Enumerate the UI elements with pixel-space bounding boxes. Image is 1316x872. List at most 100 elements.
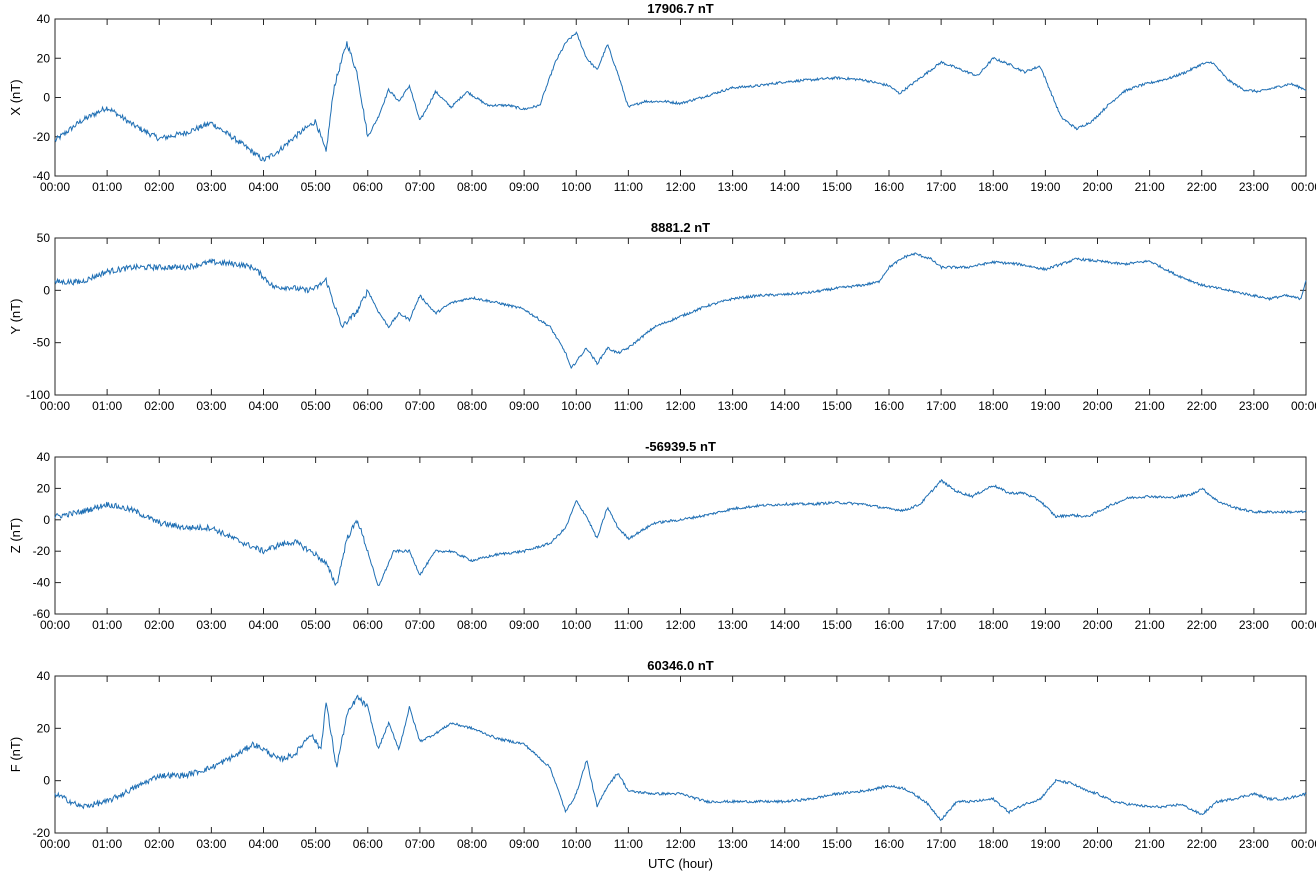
y-axis-label: Z (nT) — [8, 518, 23, 553]
x-tick-label: 19:00 — [1030, 399, 1060, 413]
panel-title: 60346.0 nT — [647, 658, 714, 673]
x-tick-label: 23:00 — [1239, 837, 1269, 851]
y-tick-label: 0 — [43, 283, 50, 297]
x-tick-label: 06:00 — [353, 180, 383, 194]
x-tick-label: 09:00 — [509, 837, 539, 851]
x-tick-label: 07:00 — [405, 399, 435, 413]
y-tick-label: -100 — [26, 388, 50, 402]
x-tick-label: 16:00 — [874, 837, 904, 851]
x-tick-label: 22:00 — [1187, 618, 1217, 632]
x-tick-label: 00:00 — [40, 837, 70, 851]
x-tick-label: 09:00 — [509, 180, 539, 194]
y-tick-label: -20 — [33, 130, 51, 144]
x-tick-label: 10:00 — [561, 399, 591, 413]
y-tick-label: 0 — [43, 513, 50, 527]
x-tick-label: 02:00 — [144, 180, 174, 194]
x-tick-label: 01:00 — [92, 618, 122, 632]
x-tick-label: 01:00 — [92, 399, 122, 413]
x-tick-label: 14:00 — [770, 180, 800, 194]
x-tick-label: 09:00 — [509, 399, 539, 413]
y-axis-label: X (nT) — [8, 79, 23, 115]
y-tick-label: 20 — [37, 721, 51, 735]
x-tick-label: 08:00 — [457, 180, 487, 194]
panel-title: 8881.2 nT — [651, 220, 710, 235]
x-tick-label: 00:00 — [1291, 180, 1316, 194]
x-tick-label: 00:00 — [1291, 618, 1316, 632]
y-tick-label: 0 — [43, 91, 50, 105]
x-tick-label: 21:00 — [1135, 618, 1165, 632]
x-tick-label: 11:00 — [614, 618, 643, 632]
y-tick-label: 40 — [37, 12, 51, 26]
x-tick-label: 12:00 — [665, 837, 695, 851]
x-tick-label: 03:00 — [196, 180, 226, 194]
y-tick-label: 40 — [37, 669, 51, 683]
x-tick-label: 23:00 — [1239, 399, 1269, 413]
x-tick-label: 10:00 — [561, 618, 591, 632]
y-tick-label: 40 — [37, 450, 51, 464]
x-tick-label: 08:00 — [457, 837, 487, 851]
x-tick-label: 03:00 — [196, 618, 226, 632]
x-tick-label: 23:00 — [1239, 618, 1269, 632]
x-tick-label: 01:00 — [92, 180, 122, 194]
x-tick-label: 11:00 — [614, 180, 643, 194]
x-tick-label: 05:00 — [301, 399, 331, 413]
x-tick-label: 04:00 — [248, 180, 278, 194]
x-tick-label: 22:00 — [1187, 399, 1217, 413]
x-tick-label: 05:00 — [301, 180, 331, 194]
panel-title: 17906.7 nT — [647, 1, 714, 16]
x-tick-label: 09:00 — [509, 618, 539, 632]
axes-box — [54, 237, 1307, 396]
series-line-y — [54, 252, 1307, 370]
x-tick-label: 02:00 — [144, 837, 174, 851]
x-tick-label: 00:00 — [40, 399, 70, 413]
x-tick-label: 18:00 — [978, 837, 1008, 851]
x-tick-label: 11:00 — [614, 399, 643, 413]
y-tick-label: -20 — [33, 544, 51, 558]
x-tick-label: 15:00 — [822, 618, 852, 632]
x-tick-label: 00:00 — [1291, 399, 1316, 413]
y-tick-label: -40 — [33, 169, 51, 183]
x-tick-label: 20:00 — [1082, 837, 1112, 851]
x-tick-label: 00:00 — [40, 180, 70, 194]
y-tick-label: -50 — [33, 336, 51, 350]
x-tick-label: 21:00 — [1135, 180, 1165, 194]
x-tick-label: 02:00 — [144, 618, 174, 632]
y-tick-label: 50 — [37, 231, 51, 245]
x-tick-label: 12:00 — [665, 399, 695, 413]
x-tick-label: 10:00 — [561, 837, 591, 851]
x-tick-label: 13:00 — [718, 618, 748, 632]
x-tick-label: 14:00 — [770, 837, 800, 851]
x-tick-label: 18:00 — [978, 180, 1008, 194]
x-tick-label: 22:00 — [1187, 837, 1217, 851]
x-tick-label: 14:00 — [770, 399, 800, 413]
x-tick-label: 07:00 — [405, 618, 435, 632]
x-tick-label: 06:00 — [353, 618, 383, 632]
x-tick-label: 04:00 — [248, 399, 278, 413]
x-tick-label: 08:00 — [457, 399, 487, 413]
x-tick-label: 22:00 — [1187, 180, 1217, 194]
x-tick-label: 13:00 — [718, 837, 748, 851]
x-tick-label: 00:00 — [40, 618, 70, 632]
x-tick-label: 07:00 — [405, 837, 435, 851]
y-tick-label: 20 — [37, 481, 51, 495]
x-tick-label: 19:00 — [1030, 618, 1060, 632]
x-tick-label: 12:00 — [665, 180, 695, 194]
x-tick-label: 00:00 — [1291, 837, 1316, 851]
series-line-x — [54, 31, 1307, 162]
x-tick-label: 18:00 — [978, 399, 1008, 413]
x-tick-label: 17:00 — [926, 837, 956, 851]
x-tick-label: 19:00 — [1030, 180, 1060, 194]
x-tick-label: 12:00 — [665, 618, 695, 632]
x-tick-label: 05:00 — [301, 837, 331, 851]
x-tick-label: 05:00 — [301, 618, 331, 632]
x-tick-label: 17:00 — [926, 399, 956, 413]
x-tick-label: 08:00 — [457, 618, 487, 632]
x-tick-label: 16:00 — [874, 618, 904, 632]
y-tick-label: -60 — [33, 607, 51, 621]
x-tick-label: 13:00 — [718, 180, 748, 194]
